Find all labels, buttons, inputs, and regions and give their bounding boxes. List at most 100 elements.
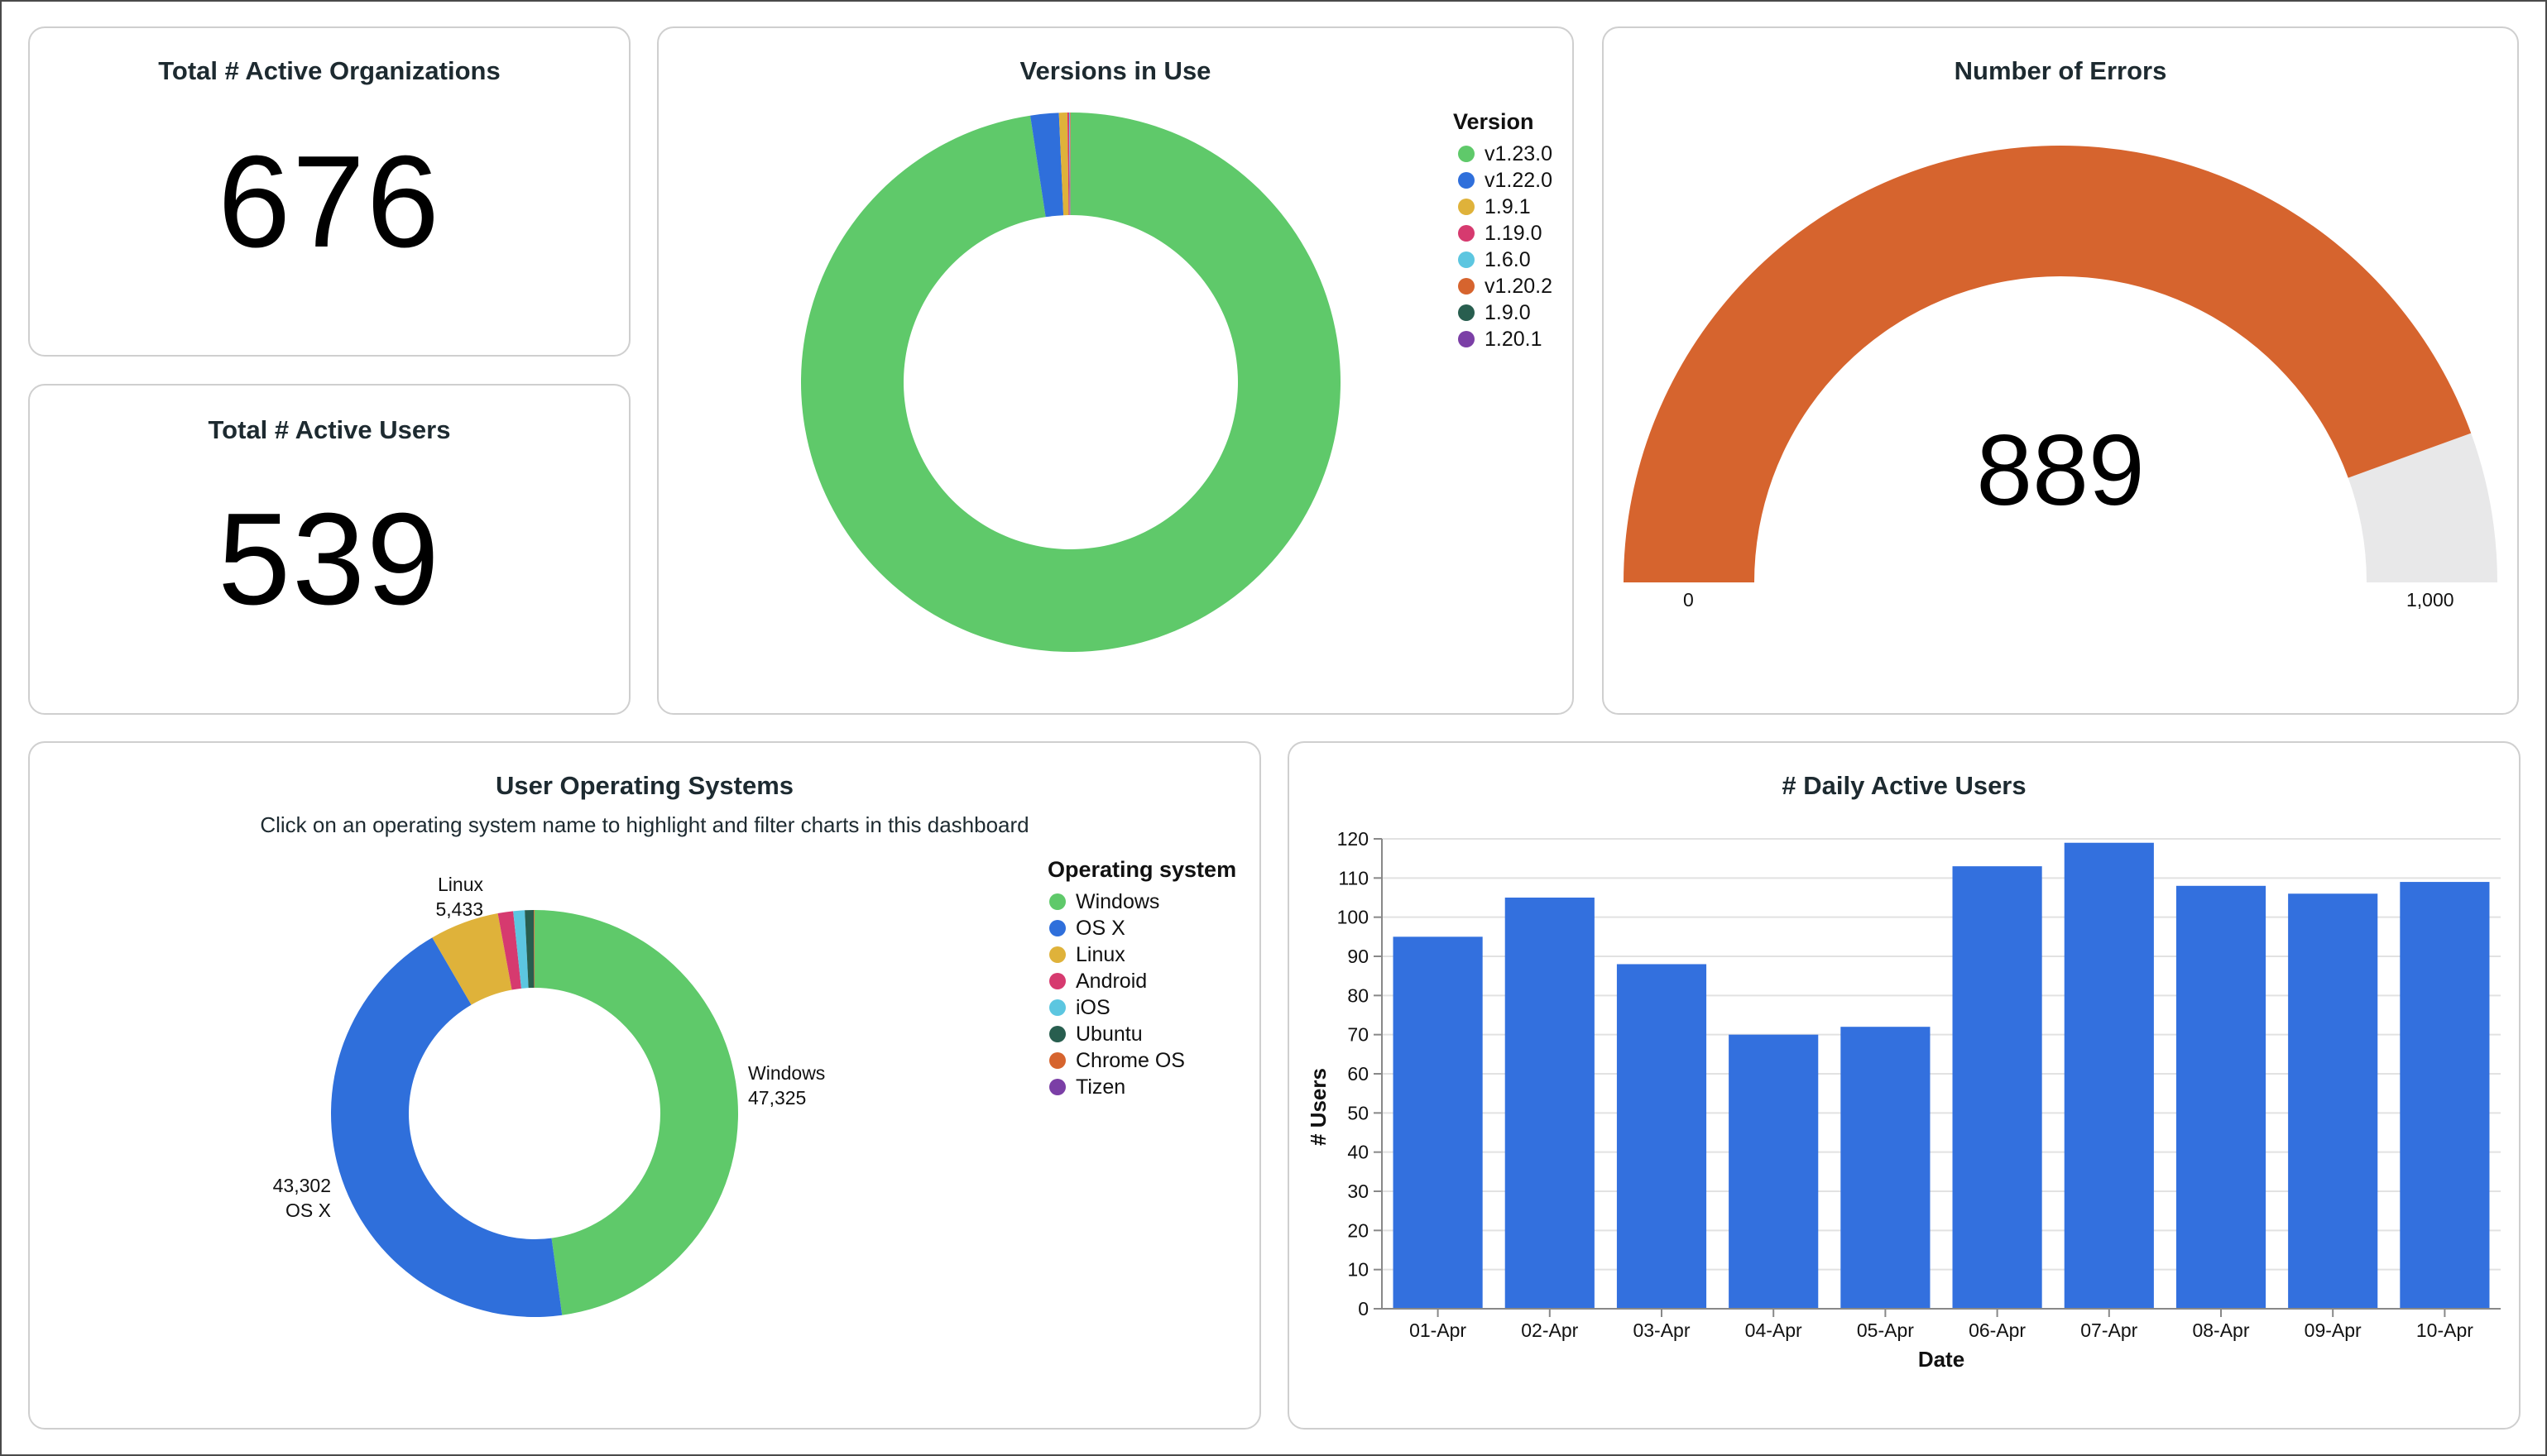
x-tick-label: 07-Apr [2080,1320,2137,1341]
versions-legend-title: Version [1453,109,1534,134]
y-tick-label: 10 [1347,1259,1369,1281]
os-legend-label: OS X [1076,916,1125,940]
versions-slice-v1-23-0[interactable] [801,113,1341,652]
bar-05-apr[interactable] [1840,1027,1931,1309]
os-legend-swatch [1049,999,1066,1016]
x-tick-label: 10-Apr [2416,1320,2473,1341]
os-legend-swatch [1049,920,1066,936]
os-label-windows-name: Windows [748,1062,826,1084]
daily-card: # Daily Active Users 0 10 20 30 40 50 60 70 80 90… [1288,741,2521,1430]
os-donut-chart [331,910,738,1317]
os-legend-item-ubuntu[interactable]: Ubuntu [1049,1021,1185,1047]
versions-legend-item-v1-23-0[interactable]: v1.23.0 [1458,141,1552,167]
os-legend-item-ios[interactable]: iOS [1049,994,1185,1021]
bar-01-apr[interactable] [1393,936,1483,1309]
versions-slice-1-9-1[interactable] [1058,113,1069,216]
os-legend-item-chrome-os[interactable]: Chrome OS [1049,1047,1185,1074]
versions-legend-item-v1-20-2[interactable]: v1.20.2 [1458,273,1552,299]
versions-legend-label: 1.20.1 [1485,327,1542,351]
os-legend-label: Chrome OS [1076,1048,1185,1072]
os-slice-android[interactable] [497,911,522,990]
y-tick-label: 40 [1347,1142,1369,1163]
os-legend-label: Ubuntu [1076,1022,1143,1046]
versions-legend-item-1-9-0[interactable]: 1.9.0 [1458,299,1552,326]
y-tick-label: 90 [1347,946,1369,967]
errors-title: Number of Errors [1954,56,2167,85]
versions-title: Versions in Use [1019,56,1211,85]
x-tick-label: 01-Apr [1409,1320,1466,1341]
kpi-title-organizations: Total # Active Organizations [158,56,501,85]
os-label-linux: Linux 5,433 [384,872,483,922]
y-tick-label: 0 [1358,1298,1369,1320]
os-label-windows-value: 47,325 [748,1087,807,1109]
versions-legend-label: v1.23.0 [1485,141,1553,165]
bar-10-apr[interactable] [2400,882,2490,1309]
os-card: User Operating Systems Click on an opera… [28,741,1261,1430]
errors-card: Number of Errors 889 0 1,000 [1602,26,2519,715]
bar-06-apr[interactable] [1952,866,2042,1309]
versions-legend: v1.23.0 v1.22.0 1.9.1 1.19.0 1.6.0 v1.20.2 1.9… [1458,141,1552,352]
kpi-value-organizations: 676 [218,129,441,275]
versions-slice-v1-20-2[interactable] [1070,113,1071,216]
versions-legend-label: 1.19.0 [1485,221,1542,245]
os-legend-item-windows[interactable]: Windows [1049,888,1185,915]
versions-legend-label: 1.9.0 [1485,300,1531,324]
os-label-linux-name: Linux [438,874,483,895]
os-slice-os-x[interactable] [331,937,563,1317]
bar-07-apr[interactable] [2064,842,2154,1309]
x-axis-title: Date [1918,1347,1964,1372]
bar-09-apr[interactable] [2288,893,2378,1309]
x-tick-label: 05-Apr [1857,1320,1914,1341]
os-label-osx-name: OS X [285,1200,331,1221]
x-tick-label: 09-Apr [2305,1320,2362,1341]
versions-legend-swatch [1458,278,1475,295]
os-slice-linux[interactable] [432,913,512,1005]
os-subtitle: Click on an operating system name to hig… [260,812,1029,837]
versions-legend-swatch [1458,225,1475,242]
versions-legend-label: 1.6.0 [1485,247,1531,271]
os-legend-swatch [1049,973,1066,989]
versions-legend-item-1-9-1[interactable]: 1.9.1 [1458,194,1552,220]
y-tick-label: 100 [1337,907,1369,928]
os-label-windows: Windows 47,325 [748,1061,825,1110]
versions-legend-item-1-6-0[interactable]: 1.6.0 [1458,247,1552,273]
y-tick-label: 110 [1338,867,1369,888]
os-slice-ios[interactable] [513,910,529,989]
os-legend-item-tizen[interactable]: Tizen [1049,1074,1185,1100]
y-axis-title: # Users [1306,1068,1331,1146]
versions-legend-swatch [1458,146,1475,162]
bar-02-apr[interactable] [1504,898,1595,1309]
bar-04-apr[interactable] [1729,1034,1819,1309]
versions-legend-item-1-20-1[interactable]: 1.20.1 [1458,326,1552,352]
kpi-card-organizations: Total # Active Organizations 676 [28,26,631,357]
gauge-track [2348,433,2497,582]
os-slice-ubuntu[interactable] [525,910,535,989]
versions-legend-swatch [1458,304,1475,321]
os-legend-item-android[interactable]: Android [1049,968,1185,994]
os-legend-swatch [1049,893,1066,910]
os-legend-label: Windows [1076,889,1160,913]
os-slice-chrome-os[interactable] [534,910,535,989]
bar-03-apr[interactable] [1616,964,1707,1309]
versions-legend-item-v1-22-0[interactable]: v1.22.0 [1458,167,1552,194]
x-tick-label: 08-Apr [2192,1320,2249,1341]
versions-slice-1-6-0[interactable] [1068,113,1071,216]
gauge-fill [1624,145,2472,582]
gauge-min-label: 0 [1683,589,1694,611]
os-legend-label: Android [1076,969,1148,993]
y-tick-label: 80 [1347,984,1369,1006]
x-tick-label: 06-Apr [1969,1320,2026,1341]
versions-donut-chart [801,113,1341,652]
os-legend-item-linux[interactable]: Linux [1049,941,1185,968]
versions-legend-item-1-19-0[interactable]: 1.19.0 [1458,220,1552,247]
bar-08-apr[interactable] [2175,885,2266,1309]
os-title: User Operating Systems [495,771,794,800]
versions-slice-v1-22-0[interactable] [1030,113,1064,218]
y-tick-label: 70 [1347,1024,1369,1046]
versions-slice-1-19-0[interactable] [1067,113,1070,216]
os-label-osx: 43,302 OS X [248,1173,331,1223]
os-legend-item-os-x[interactable]: OS X [1049,915,1185,941]
os-slice-windows[interactable] [535,910,738,1315]
kpi-title-users: Total # Active Users [208,415,451,444]
